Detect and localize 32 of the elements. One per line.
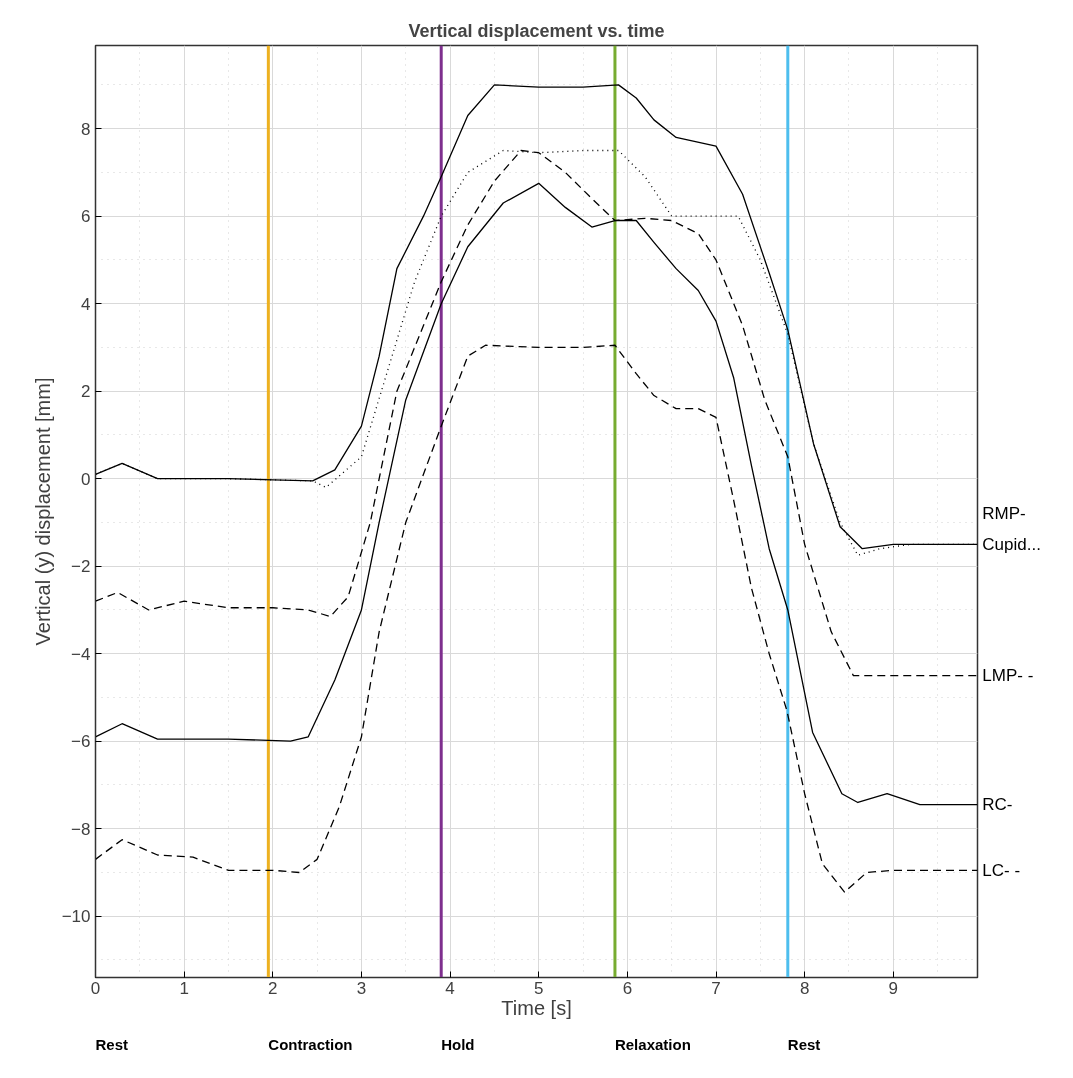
series-label: Cupid...: [982, 534, 1041, 554]
x-tick-label: 3: [356, 978, 367, 998]
x-tick-label: 8: [799, 978, 810, 998]
text: Rest: [95, 1035, 129, 1053]
y-tick-label: 6: [81, 207, 91, 227]
x-tick-label: 1: [179, 978, 189, 998]
y-tick-label: −6: [71, 732, 91, 752]
text: Relaxation: [614, 1035, 691, 1053]
y-tick-label: −2: [71, 557, 91, 577]
series-label: RMP-: [982, 504, 1026, 524]
y-tick-label: −8: [71, 819, 91, 839]
y-tick-label: −4: [71, 644, 91, 664]
x-axis-title: Time [s]: [501, 996, 572, 1019]
y-tick-label: 8: [81, 119, 91, 139]
x-tick-label: 5: [533, 978, 544, 998]
y-tick-label: 4: [81, 294, 91, 314]
text: Hold: [441, 1035, 475, 1053]
text: Rest: [787, 1035, 821, 1053]
x-tick-label: 4: [445, 978, 455, 998]
x-tick-label: 2: [268, 978, 278, 998]
y-tick-label: −10: [61, 907, 91, 927]
series-label: LMP- -: [982, 666, 1034, 686]
y-tick-label: 0: [81, 469, 91, 489]
series-label: RC-: [982, 795, 1013, 815]
text: Contraction: [268, 1035, 353, 1053]
y-axis-title: Vertical (y) displacement [mm]: [31, 377, 54, 646]
x-tick-label: 6: [622, 978, 633, 998]
x-tick-label: 9: [888, 978, 899, 998]
series-label: LC- -: [982, 860, 1021, 880]
x-tick-label: 7: [711, 978, 721, 998]
y-tick-label: 2: [81, 382, 91, 402]
chart-title: Vertical displacement vs. time: [408, 20, 665, 41]
